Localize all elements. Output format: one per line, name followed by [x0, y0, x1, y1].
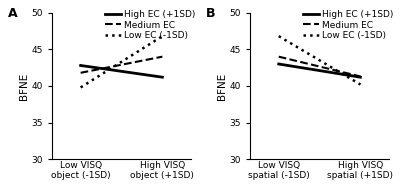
Text: A: A [8, 7, 17, 20]
Medium EC [160, 56, 165, 58]
High EC (+1SD) [358, 76, 363, 78]
Medium EC [276, 56, 281, 58]
Low EC (-1SD) [78, 86, 83, 89]
Y-axis label: BFNE: BFNE [217, 72, 227, 100]
Legend: High EC (+1SD), Medium EC, Low EC (-1SD): High EC (+1SD), Medium EC, Low EC (-1SD) [303, 10, 393, 40]
Y-axis label: BFNE: BFNE [19, 72, 29, 100]
High EC (+1SD) [276, 63, 281, 65]
Line: Low EC (-1SD): Low EC (-1SD) [279, 36, 360, 85]
Low EC (-1SD) [276, 35, 281, 37]
Line: High EC (+1SD): High EC (+1SD) [279, 64, 360, 77]
Low EC (-1SD) [358, 83, 363, 86]
Line: Medium EC: Medium EC [81, 57, 162, 73]
Low EC (-1SD) [160, 35, 165, 37]
Line: Medium EC: Medium EC [279, 57, 360, 76]
Text: B: B [206, 7, 215, 20]
Line: Low EC (-1SD): Low EC (-1SD) [81, 36, 162, 88]
Medium EC [358, 75, 363, 78]
Line: High EC (+1SD): High EC (+1SD) [81, 65, 162, 77]
Medium EC [78, 72, 83, 74]
High EC (+1SD) [160, 76, 165, 78]
Legend: High EC (+1SD), Medium EC, Low EC (-1SD): High EC (+1SD), Medium EC, Low EC (-1SD) [105, 10, 195, 40]
High EC (+1SD) [78, 64, 83, 67]
